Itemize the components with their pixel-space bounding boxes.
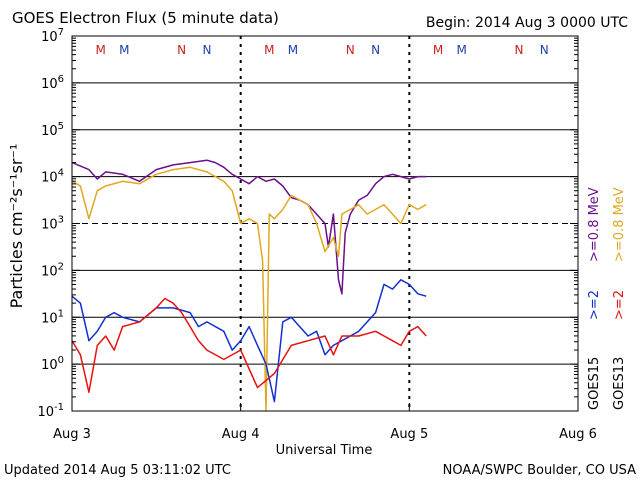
series-line-goes13-0-8-mev bbox=[71, 166, 427, 412]
day-marker: M bbox=[288, 43, 298, 57]
legend-ge08: >=0.8 MeV bbox=[587, 187, 602, 262]
y-tick-label: 106 bbox=[41, 74, 64, 92]
legend-entry: GOES15 >=2 >=0.8 MeV bbox=[587, 187, 602, 410]
credit-text: NOAA/SWPC Boulder, CO USA bbox=[443, 463, 636, 478]
y-tick-label: 100 bbox=[41, 355, 64, 373]
x-axis-ticks: Aug 3 Aug 4 Aug 5 Aug 6 bbox=[53, 403, 597, 442]
y-axis-ticks: 10-1 100 101 102 103 104 105 106 107 bbox=[37, 27, 578, 420]
y-tick-label: 103 bbox=[41, 215, 64, 233]
legend-satellite: GOES13 bbox=[612, 357, 627, 410]
x-tick-label: Aug 5 bbox=[390, 427, 428, 442]
series-layer bbox=[71, 159, 427, 412]
series-line-goes15-2-mev bbox=[71, 279, 427, 403]
y-tick-label: 104 bbox=[41, 168, 64, 186]
x-tick-label: Aug 3 bbox=[53, 427, 91, 442]
day-marker: N bbox=[540, 43, 549, 57]
plot-grid bbox=[72, 36, 578, 411]
day-marker: M bbox=[95, 43, 105, 57]
y-tick-label: 10-1 bbox=[37, 402, 64, 420]
updated-timestamp: Updated 2014 Aug 5 03:11:02 UTC bbox=[4, 463, 231, 478]
day-marker: N bbox=[514, 43, 523, 57]
day-marker: N bbox=[371, 43, 380, 57]
series-line-goes13-2-mev bbox=[71, 297, 427, 394]
day-marker: M bbox=[264, 43, 274, 57]
day-marker: N bbox=[202, 43, 211, 57]
day-marker: N bbox=[346, 43, 355, 57]
y-axis-label: Particles cm⁻²s⁻¹sr⁻¹ bbox=[7, 144, 26, 309]
legend: GOES15 >=2 >=0.8 MeV GOES13 >=2 >=0.8 MeV bbox=[587, 187, 627, 410]
legend-satellite: GOES15 bbox=[587, 357, 602, 410]
y-tick-label: 105 bbox=[41, 121, 64, 139]
day-marker: M bbox=[433, 43, 443, 57]
y-tick-label: 107 bbox=[41, 27, 64, 45]
day-marker: M bbox=[119, 43, 129, 57]
legend-ge2: >=2 bbox=[612, 290, 627, 320]
x-tick-label: Aug 6 bbox=[559, 427, 597, 442]
legend-ge08: >=0.8 MeV bbox=[612, 187, 627, 262]
legend-entry: GOES13 >=2 >=0.8 MeV bbox=[612, 187, 627, 410]
series-line-goes15-0-8-mev bbox=[71, 159, 427, 295]
legend-ge2: >=2 bbox=[587, 290, 602, 320]
day-marker: N bbox=[177, 43, 186, 57]
begin-date: Begin: 2014 Aug 3 0000 UTC bbox=[426, 15, 628, 31]
x-tick-label: Aug 4 bbox=[222, 427, 260, 442]
x-axis-label: Universal Time bbox=[276, 443, 373, 458]
y-tick-label: 101 bbox=[41, 308, 64, 326]
day-marker: M bbox=[456, 43, 466, 57]
chart-title: GOES Electron Flux (5 minute data) bbox=[12, 9, 279, 27]
y-tick-label: 102 bbox=[41, 261, 64, 279]
